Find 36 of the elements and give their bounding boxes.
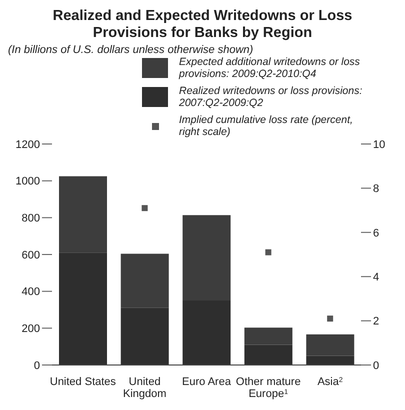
chart-title: Realized and Expected Writedowns or Loss Provisions for Banks by Region <box>52 8 354 42</box>
y2-tick-label: 0 <box>373 360 380 372</box>
y2-tick-label: 4 <box>373 272 380 284</box>
x-tick-label: United Kingdom <box>122 376 166 400</box>
y2-tick-label: 2 <box>373 316 380 328</box>
point <box>265 249 272 256</box>
y-tick-label: 800 <box>22 212 40 225</box>
y2-tick-label: 8 <box>373 183 380 196</box>
bar <box>59 176 107 253</box>
y-tick-label: 600 <box>22 249 40 262</box>
bar <box>306 356 354 365</box>
bar <box>59 252 107 365</box>
chart-subtitle: (In billions of U.S. dollars unless otherwise shown) <box>8 44 254 56</box>
y-tick-label: 400 <box>22 286 40 298</box>
y-tick-label: 0 <box>34 360 40 372</box>
y-tick-label: 1200 <box>16 138 40 151</box>
y-tick-label: 1000 <box>16 176 40 188</box>
y-tick-label: 200 <box>22 323 40 336</box>
y2-tick-label: 10 <box>373 138 386 151</box>
legend-label: Expected additional writedowns or loss provisions: 2009:Q2-2010:Q4 <box>179 56 361 80</box>
legend-label: Implied cumulative loss rate (percent, right scale) <box>179 114 354 138</box>
x-tick-label: Other mature Europe$^{1}$ <box>236 376 301 400</box>
bar <box>244 344 292 365</box>
bar <box>182 215 231 301</box>
legend-label: Realized writedowns or loss provisions: 2007:Q2-2009:Q2 <box>179 85 364 109</box>
y2-tick-label: 6 <box>373 227 380 240</box>
point <box>142 205 148 212</box>
x-tick-label: Asia$^{2}$ <box>317 376 343 388</box>
x-tick-label: United States <box>50 376 116 388</box>
bar <box>120 308 169 365</box>
x-tick-label: Euro Area <box>182 376 232 388</box>
bar <box>182 300 231 365</box>
point <box>327 316 334 322</box>
bar <box>120 254 169 308</box>
bar <box>306 334 354 356</box>
bar <box>244 328 292 345</box>
